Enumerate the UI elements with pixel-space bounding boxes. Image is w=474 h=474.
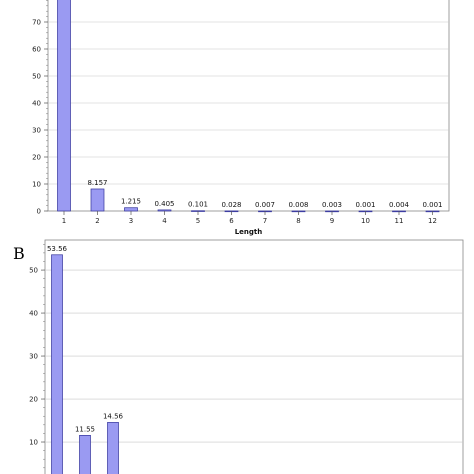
bar-value-label: 0.101 — [188, 201, 208, 209]
x-axis-title: Length — [235, 228, 263, 236]
y-tick-label: 30 — [29, 353, 38, 361]
plot-frame — [47, 0, 450, 212]
x-tick-label: 9 — [330, 217, 334, 225]
bar-value-label: 0.001 — [355, 201, 375, 209]
bar-value-label: 14.56 — [103, 412, 124, 420]
bar — [51, 254, 63, 474]
y-tick-label: 50 — [29, 267, 38, 275]
x-tick-label: 7 — [263, 217, 267, 225]
bar-value-label: 0.007 — [255, 201, 275, 209]
bar — [124, 207, 138, 212]
y-tick-label: 50 — [32, 73, 41, 81]
x-tick-label: 3 — [129, 217, 133, 225]
bar-value-label: 0.028 — [221, 201, 241, 209]
bar-value-label: 0.405 — [154, 200, 174, 208]
y-tick-label: 20 — [29, 396, 38, 404]
bar — [157, 209, 172, 212]
panel-label: B — [13, 244, 25, 263]
x-tick-label: 11 — [395, 217, 404, 225]
x-tick-label: 6 — [229, 217, 234, 225]
bar-value-label: 53.56 — [47, 245, 68, 253]
y-tick-label: 70 — [32, 19, 41, 27]
x-tick-label: 10 — [361, 217, 370, 225]
bar-value-label: 0.001 — [422, 201, 442, 209]
bar-value-label: 0.003 — [322, 201, 342, 209]
chart-a: 0102030405060708018.15721.21530.40540.10… — [32, 0, 450, 236]
bar — [90, 188, 105, 212]
y-tick-label: 20 — [32, 154, 41, 162]
bar-value-label: 8.157 — [87, 179, 107, 187]
y-tick-label: 30 — [32, 127, 41, 135]
bar — [57, 0, 71, 212]
x-tick-label: 4 — [162, 217, 167, 225]
bar-value-label: 0.008 — [288, 201, 308, 209]
x-tick-label: 1 — [62, 217, 66, 225]
bar-value-label: 1.215 — [121, 198, 141, 206]
bar-value-label: 11.55 — [75, 425, 95, 433]
bar-value-label: 0.004 — [389, 201, 410, 209]
y-tick-label: 10 — [32, 181, 41, 189]
x-tick-label: 2 — [95, 217, 99, 225]
chart-b: 10 20 30 40 50 53.56 11.55 14.56 B — [13, 239, 464, 474]
x-tick-label: 5 — [196, 217, 200, 225]
y-tick-label: 40 — [32, 100, 41, 108]
bar — [79, 435, 91, 474]
x-tick-label: 12 — [428, 217, 437, 225]
y-tick-label: 40 — [29, 310, 38, 318]
bar — [107, 422, 119, 474]
y-tick-label: 10 — [29, 439, 38, 447]
x-tick-label: 8 — [296, 217, 300, 225]
y-tick-label: 0 — [37, 208, 41, 216]
y-tick-label: 60 — [32, 46, 41, 54]
